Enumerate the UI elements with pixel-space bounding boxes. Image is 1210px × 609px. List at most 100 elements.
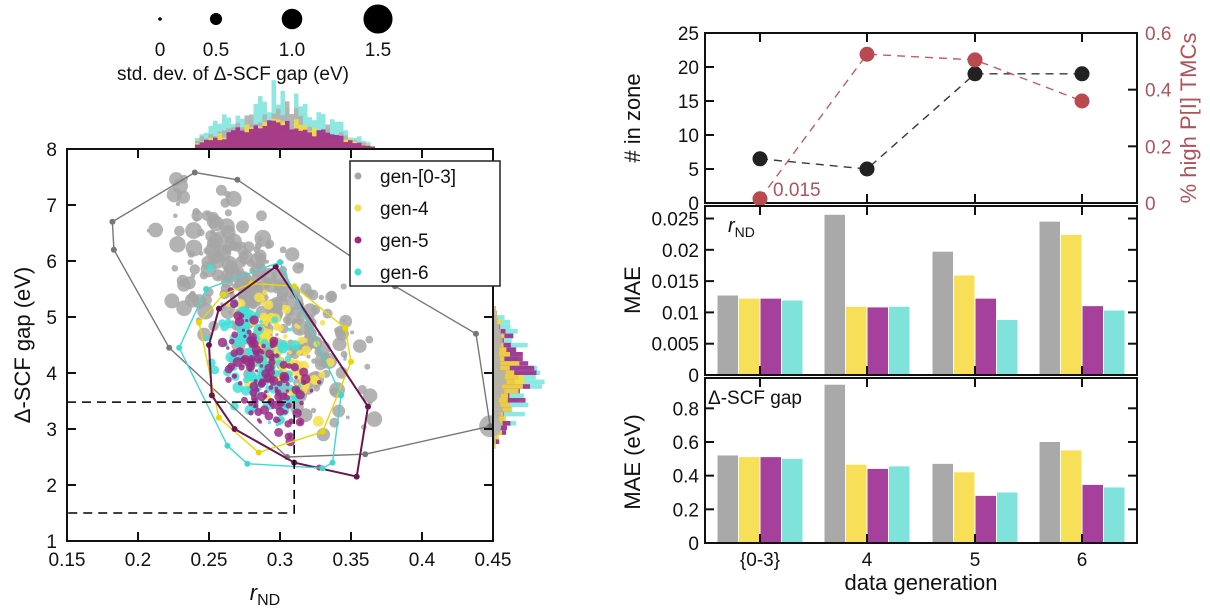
y-tick-label: 0.8: [673, 399, 699, 420]
top-histogram-bar: [339, 135, 344, 148]
scatter-point: [207, 211, 219, 224]
bar-gen-5: [867, 307, 888, 375]
scatter-point: [241, 386, 251, 396]
scatter-point: [343, 357, 347, 361]
scatter-point: [198, 251, 204, 256]
scatter-point: [274, 353, 280, 358]
right-histogram-bar: [493, 347, 507, 352]
scatter-point: [319, 320, 326, 326]
right-histogram-bar: [493, 356, 501, 362]
bar-gen-6: [889, 306, 910, 375]
series-line-1: [759, 53, 1083, 200]
scatter-point: [224, 209, 232, 217]
scatter-point: [210, 365, 220, 375]
scatter-point: [232, 357, 243, 367]
scatter-point: [224, 365, 234, 374]
y2-tick-label: 0.6: [1145, 24, 1171, 45]
right-histogram-bar: [493, 315, 505, 320]
x-tick-label: 0.3: [267, 550, 293, 571]
scatter-point: [250, 339, 259, 349]
top-histogram-bar: [204, 139, 209, 148]
scatter-point: [310, 407, 317, 414]
middle-right-panel: 0 0.005 0.01 0.015 0.02 0.025: [651, 205, 1138, 387]
scatter-point: [353, 339, 367, 353]
scatter-point: [251, 397, 259, 405]
scatter-point: [263, 300, 274, 310]
y-tick-label: 2: [46, 476, 57, 497]
top-histogram-bar: [258, 96, 263, 148]
bar-gen-[0-3]: [717, 295, 738, 375]
hull-vertex: [329, 459, 336, 466]
top-histogram-bar: [231, 130, 236, 148]
hull-vertex: [166, 344, 173, 351]
scatter-point: [176, 300, 192, 317]
top-histogram-bar: [226, 132, 231, 148]
right-histogram-bar: [493, 398, 508, 403]
top-y2-axis-label: % high P[I] TMCs: [1176, 33, 1201, 204]
right-histogram-bar: [493, 402, 510, 408]
right-histogram-bar: [493, 407, 503, 412]
scatter-point: [332, 337, 347, 352]
scatter-point: [253, 354, 264, 364]
hull-vertex: [109, 218, 116, 225]
hull-vertex: [215, 305, 222, 312]
right-histogram-bar: [493, 329, 501, 334]
x-tick-label: 0.2: [125, 550, 151, 571]
scatter-point: [206, 264, 214, 272]
annotation-label: 0.015: [773, 180, 821, 201]
scatter-point: [146, 229, 151, 233]
scatter-point: [269, 330, 274, 335]
top-histogram-bar: [213, 120, 218, 148]
scatter-point: [286, 293, 304, 310]
bar-gen-5: [975, 298, 996, 375]
y-tick-label: 0.005: [651, 335, 699, 356]
right-histogram-bar: [493, 361, 520, 366]
top-histogram-bar: [213, 137, 218, 148]
scatter-point: [239, 313, 245, 319]
right-histogram-bar: [493, 365, 510, 371]
scatter-point: [261, 343, 266, 349]
bar-gen-5: [1082, 484, 1103, 543]
scatter-point: [269, 365, 275, 370]
scatter-point: [174, 225, 185, 237]
scatter-point: [257, 326, 262, 331]
size-legend-marker: [158, 17, 162, 21]
y-tick-label: 3: [46, 420, 57, 441]
scatter-point: [247, 359, 255, 367]
scatter-point: [234, 317, 245, 327]
scatter-point: [285, 382, 290, 386]
right-histogram-bar: [493, 370, 537, 375]
scatter-point: [299, 400, 304, 406]
scatter-point: [302, 384, 310, 391]
scatter-point: [285, 402, 292, 409]
scatter-point: [259, 312, 269, 322]
scatter-point: [285, 389, 290, 393]
scatter-point: [216, 275, 222, 280]
scatter-point: [295, 417, 305, 427]
right-histogram-bar: [493, 338, 503, 343]
scatter-point: [298, 263, 304, 269]
scatter-point: [300, 283, 312, 295]
size-legend-label: 1.5: [365, 40, 391, 61]
scatter-point: [278, 324, 284, 331]
top-histogram-bar: [330, 119, 335, 148]
middle-y-axis-label: MAE: [620, 266, 645, 314]
scatter-point: [301, 345, 311, 355]
bar-gen-4: [954, 472, 975, 543]
bar-gen-[0-3]: [1039, 221, 1060, 375]
hull-vertex: [224, 442, 231, 449]
scatter-point: [325, 358, 335, 367]
scatter-point: [252, 372, 257, 377]
hull-vertex: [291, 283, 298, 290]
bar-gen-6: [1104, 310, 1125, 375]
scatter-point: [277, 418, 281, 422]
bar-gen-[0-3]: [824, 214, 845, 375]
hull-vertex: [234, 176, 241, 183]
scatter-point: [262, 289, 268, 296]
scatter-point: [187, 259, 194, 266]
scatter-point: [204, 335, 210, 342]
scatter-point: [258, 348, 264, 354]
scatter-point: [220, 198, 230, 208]
scatter-point: [350, 330, 355, 335]
right-histogram-bar: [493, 434, 499, 440]
